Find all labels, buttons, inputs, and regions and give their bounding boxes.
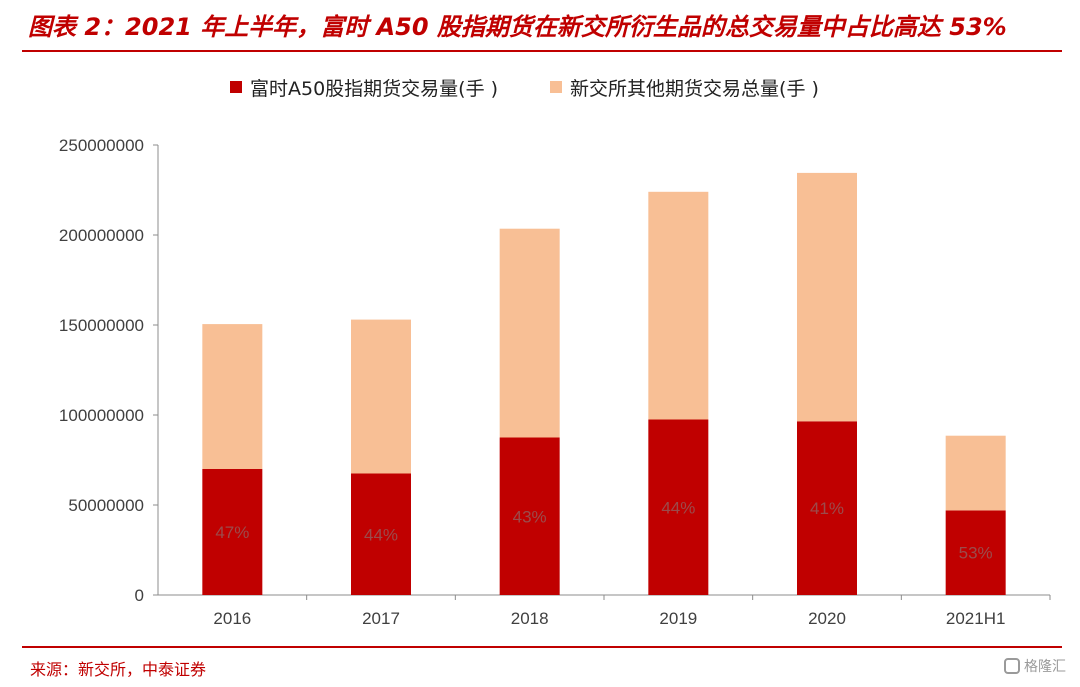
data-label-2020: 41%: [810, 499, 844, 518]
watermark: 格隆汇: [1004, 656, 1066, 676]
data-label-2019: 44%: [661, 498, 695, 517]
legend: 富时A50股指期货交易量(手 ) 新交所其他期货交易总量(手 ): [230, 74, 819, 100]
data-label-2016: 47%: [215, 523, 249, 542]
x-tick-label: 2018: [511, 609, 549, 628]
data-label-2017: 44%: [364, 525, 398, 544]
bar-other-2020: [797, 172, 857, 422]
y-tick-label: 250000000: [59, 136, 144, 155]
legend-label-a50: 富时A50股指期货交易量(手 ): [250, 77, 499, 100]
legend-item-a50: 富时A50股指期货交易量(手 ): [230, 74, 498, 101]
y-tick-label: 150000000: [59, 316, 144, 335]
bar-a50-2019: [648, 419, 709, 595]
bar-other-2016: [202, 324, 263, 469]
x-tick-label: 2020: [808, 609, 846, 628]
bar-other-2019: [648, 191, 709, 420]
x-tick-label: 2017: [362, 609, 400, 628]
legend-swatch-a50: [230, 81, 242, 93]
bar-other-2021H1: [945, 435, 1006, 511]
x-tick-label: 2019: [659, 609, 697, 628]
bar-a50-2017: [351, 473, 411, 595]
y-tick-label: 200000000: [59, 226, 144, 245]
data-label-2021H1: 53%: [959, 544, 993, 563]
legend-swatch-other: [550, 81, 563, 93]
y-tick-label: 50000000: [68, 496, 144, 515]
bar-a50-2016: [202, 469, 263, 595]
title-rule: [22, 50, 1062, 52]
watermark-logo-icon: [1004, 658, 1020, 674]
chart-title: 图表 2：2021 年上半年，富时 A50 股指期货在新交所衍生品的总交易量中占…: [28, 13, 1007, 41]
legend-item-other: 新交所其他期货交易总量(手 ): [550, 74, 819, 101]
bar-a50-2021H1: [945, 510, 1006, 595]
source-note: 来源：新交所，中泰证券: [30, 660, 207, 679]
legend-label-other: 新交所其他期货交易总量(手 ): [570, 77, 819, 100]
bar-a50-2018: [499, 437, 560, 595]
x-tick-label: 2021H1: [946, 609, 1006, 628]
footer-rule: [22, 646, 1062, 648]
data-label-2018: 43%: [513, 507, 547, 526]
y-tick-label: 0: [135, 586, 144, 605]
y-tick-label: 100000000: [59, 406, 144, 425]
watermark-text: 格隆汇: [1024, 659, 1066, 675]
x-tick-label: 2016: [213, 609, 251, 628]
bar-other-2017: [351, 319, 411, 474]
bar-other-2018: [499, 228, 560, 438]
stacked-bar-chart: 0 50000000 100000000 150000000 200000000 2500…: [59, 136, 1051, 628]
bar-a50-2020: [797, 421, 857, 595]
